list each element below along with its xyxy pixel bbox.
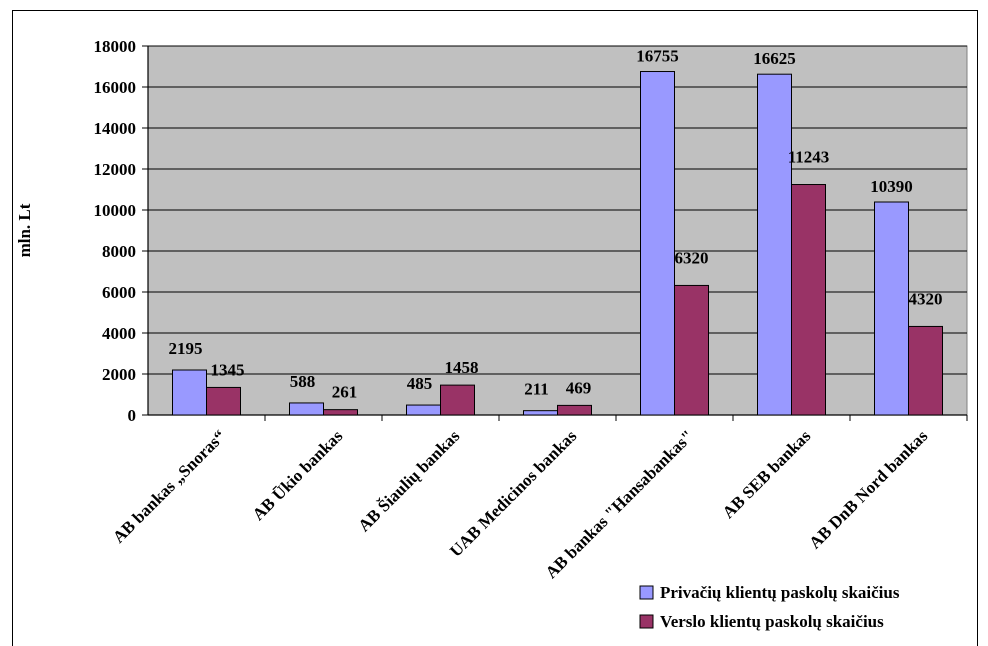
data-label: 1458	[445, 358, 479, 377]
x-tick-label: UAB Medicinos bankas	[446, 426, 581, 561]
data-label: 261	[332, 383, 358, 402]
bar-private	[172, 369, 207, 416]
data-label: 211	[524, 380, 549, 399]
data-label: 10390	[870, 177, 913, 196]
plot-area	[147, 45, 968, 416]
bar-business	[674, 284, 709, 416]
bar-business	[557, 404, 592, 416]
y-tick-label: 18000	[94, 37, 137, 56]
data-label: 16625	[753, 49, 796, 68]
y-tick-label: 16000	[94, 78, 137, 97]
y-tick-label: 14000	[94, 119, 137, 138]
data-label: 11243	[788, 148, 830, 167]
legend-label: Privačių klientų paskolų skaičius	[660, 583, 900, 602]
bar-business	[440, 384, 475, 416]
y-tick-label: 10000	[94, 201, 137, 220]
bar-business	[323, 409, 358, 416]
bar-business	[791, 184, 826, 416]
legend-label: Verslo klientų paskolų skaičius	[660, 612, 884, 631]
y-axis-title: mln. Lt	[15, 203, 34, 257]
y-tick-label: 8000	[102, 242, 136, 261]
chart-frame	[12, 10, 978, 646]
legend-swatch	[639, 614, 654, 629]
legend-swatch	[639, 585, 654, 600]
data-label: 6320	[675, 248, 709, 267]
y-tick-label: 6000	[102, 283, 136, 302]
bar-business	[206, 386, 241, 416]
bar-private	[874, 201, 909, 416]
y-tick-label: 4000	[102, 324, 136, 343]
x-tick-label: AB DnB Nord bankas	[805, 426, 931, 552]
data-label: 2195	[169, 339, 203, 358]
data-label: 1345	[211, 360, 245, 379]
x-tick-label: AB SEB bankas	[719, 426, 815, 522]
bar-private	[640, 71, 675, 416]
x-tick-label: AB Šiaulių bankas	[354, 426, 463, 535]
data-label: 16755	[636, 47, 679, 66]
bar-private	[523, 410, 558, 416]
data-label: 588	[290, 372, 316, 391]
y-tick-label: 12000	[94, 160, 137, 179]
bar-private	[289, 402, 324, 416]
data-label: 4320	[909, 289, 943, 308]
bar-business	[908, 325, 943, 416]
bar-private	[406, 404, 441, 416]
y-tick-label: 2000	[102, 365, 136, 384]
x-tick-label: AB Ūkio bankas	[249, 426, 347, 524]
bar-private	[757, 73, 792, 416]
x-tick-label: AB bankas „Snoras“	[109, 426, 229, 546]
data-label: 485	[407, 374, 433, 393]
data-label: 469	[566, 378, 592, 397]
y-tick-label: 0	[128, 406, 137, 425]
